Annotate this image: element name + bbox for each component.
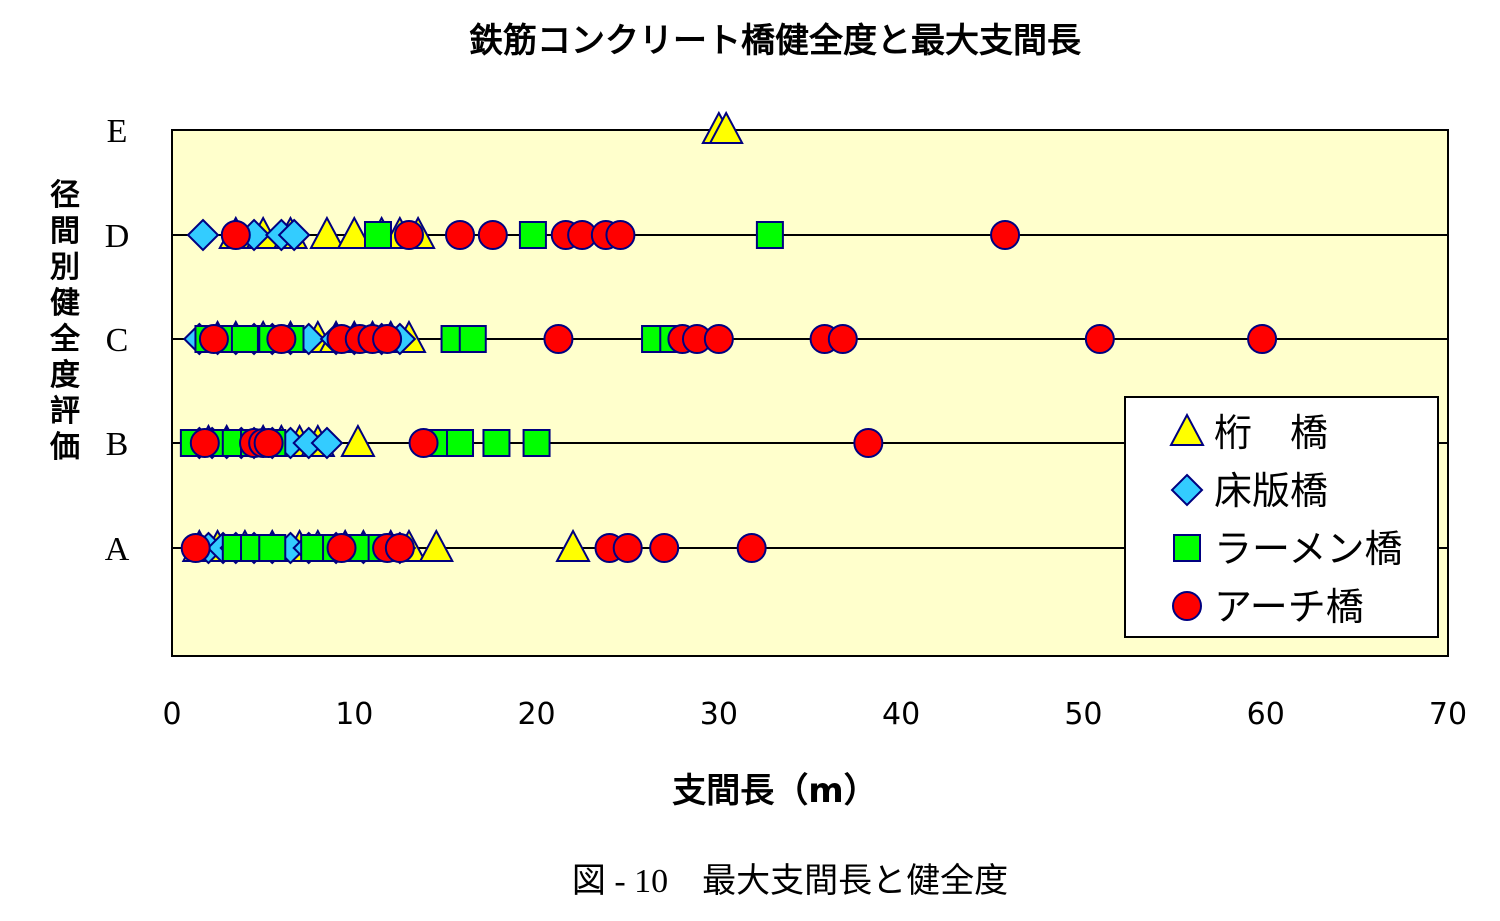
point-circle-d-1	[393, 220, 424, 250]
point-circle-a-5	[612, 533, 643, 563]
point-triangle-d-3	[309, 215, 345, 249]
y-axis-label: 径間別健全度評価	[49, 178, 81, 465]
point-square-b-7	[482, 429, 511, 457]
point-triangle-a-11	[555, 528, 591, 562]
point-square-c-2	[230, 325, 259, 353]
x-axis-label: 支間長（m）	[672, 771, 877, 811]
x-tick-10: 10	[335, 697, 373, 732]
point-circle-a-0	[180, 533, 211, 563]
point-circle-c-5	[372, 324, 403, 354]
point-circle-c-1	[266, 324, 297, 354]
legend-label-triangle: 桁 橋	[1214, 411, 1328, 455]
point-circle-c-13	[1247, 324, 1278, 354]
point-triangle-b-6	[340, 423, 376, 457]
x-tick-70: 70	[1429, 697, 1467, 732]
point-square-d-1	[518, 221, 547, 249]
point-square-c-6	[458, 325, 487, 353]
legend-label-circle: アーチ橋	[1214, 585, 1364, 629]
x-tick-60: 60	[1247, 697, 1285, 732]
point-circle-d-2	[445, 220, 476, 250]
legend-marker-circle	[1172, 591, 1202, 621]
y-axis-ticks: A B C D E	[105, 113, 130, 568]
figure-caption: 図 - 10 最大支間長と健全度	[572, 862, 1008, 900]
point-circle-c-6	[543, 324, 574, 354]
point-circle-d-3	[477, 220, 508, 250]
point-diamond-d-0	[186, 218, 220, 252]
y-tick-d: D	[105, 218, 130, 255]
y-tick-c: C	[106, 322, 129, 359]
legend-label-diamond: 床版橋	[1214, 469, 1328, 513]
point-circle-b-5	[853, 428, 884, 458]
point-triangle-e-1	[708, 110, 744, 144]
point-circle-c-11	[827, 324, 858, 354]
point-circle-d-8	[990, 220, 1021, 250]
legend-label-square: ラーメン橋	[1214, 527, 1402, 571]
point-diamond-b-8	[310, 426, 344, 460]
point-circle-a-6	[649, 533, 680, 563]
data-points	[179, 110, 1278, 565]
x-tick-20: 20	[517, 697, 555, 732]
point-square-b-8	[522, 429, 551, 457]
point-circle-c-9	[703, 324, 734, 354]
point-square-a-2	[258, 534, 287, 562]
point-circle-a-3	[384, 533, 415, 563]
y-tick-e: E	[107, 113, 128, 150]
legend-marker-triangle	[1169, 412, 1205, 446]
point-circle-a-7	[736, 533, 767, 563]
x-tick-30: 30	[700, 697, 738, 732]
legend-marker-square	[1173, 534, 1201, 562]
chart-title: 鉄筋コンクリート橋健全度と最大支間長	[469, 21, 1082, 61]
y-tick-b: B	[106, 426, 129, 463]
x-axis-ticks: 0 10 20 30 40 50 60 70	[162, 697, 1467, 732]
point-circle-a-1	[326, 533, 357, 563]
y-tick-a: A	[105, 531, 130, 568]
point-circle-d-0	[220, 220, 251, 250]
point-circle-d-7	[605, 220, 636, 250]
legend-marker-diamond	[1170, 473, 1204, 507]
point-triangle-a-10	[418, 528, 454, 562]
point-circle-b-3	[253, 428, 284, 458]
point-square-d-2	[755, 221, 784, 249]
point-circle-c-0	[198, 324, 229, 354]
point-circle-b-4	[408, 428, 439, 458]
point-circle-b-0	[189, 428, 220, 458]
point-circle-c-12	[1084, 324, 1115, 354]
point-square-b-6	[446, 429, 475, 457]
point-triangle-d-4	[336, 215, 372, 249]
x-tick-50: 50	[1064, 697, 1102, 732]
point-diamond-d-3	[277, 218, 311, 252]
x-tick-0: 0	[162, 697, 181, 732]
x-tick-40: 40	[882, 697, 920, 732]
point-square-d-0	[363, 221, 392, 249]
